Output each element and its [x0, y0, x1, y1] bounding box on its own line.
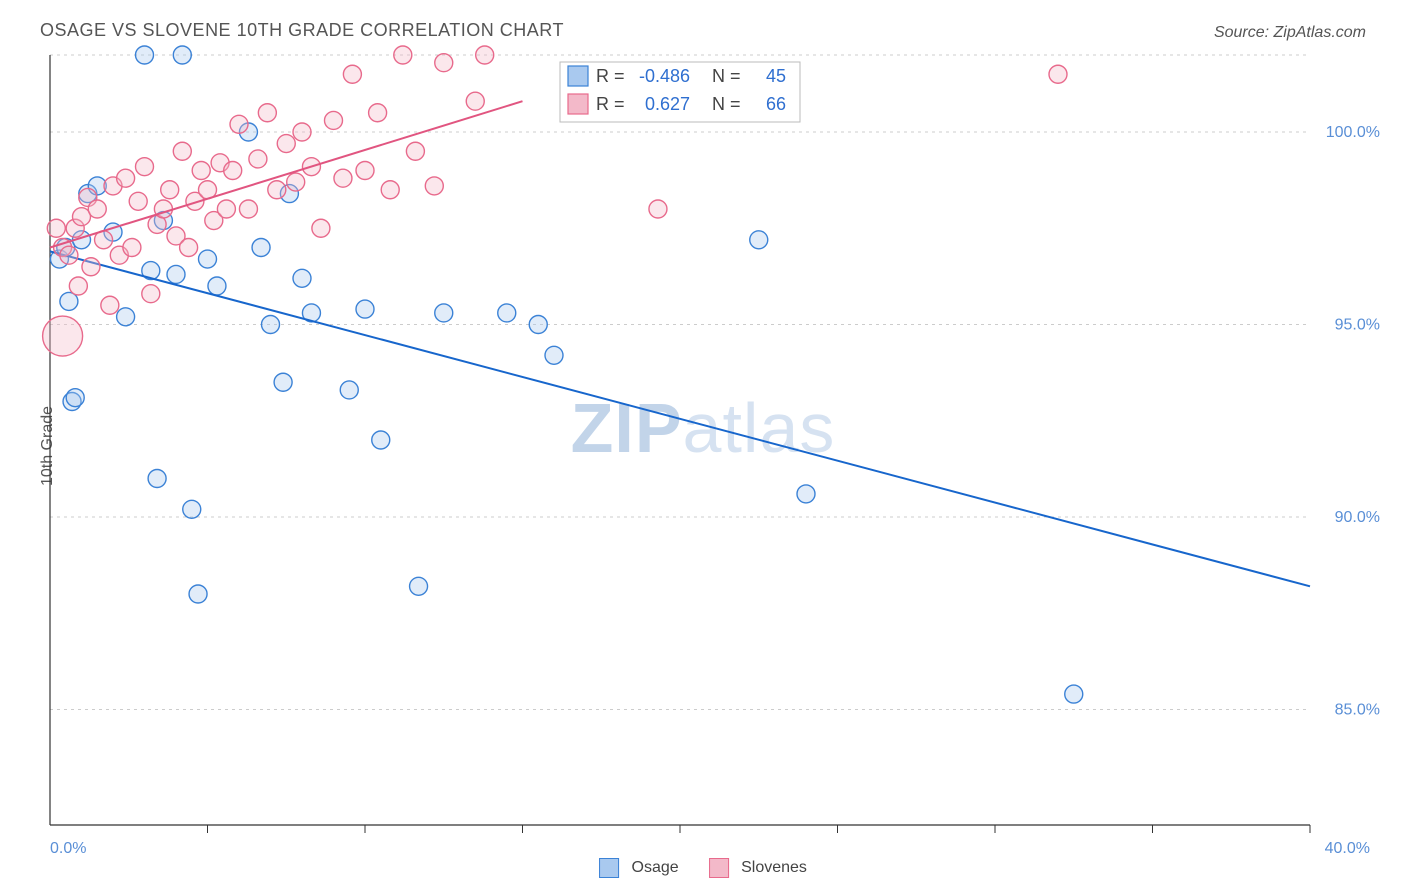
svg-text:R =: R =	[596, 94, 625, 114]
svg-text:100.0%: 100.0%	[1326, 124, 1380, 141]
svg-text:40.0%: 40.0%	[1325, 840, 1370, 857]
legend-item-slovenes: Slovenes	[709, 858, 807, 878]
legend-swatch-osage	[599, 858, 619, 878]
legend-item-osage: Osage	[599, 858, 679, 878]
svg-text:95.0%: 95.0%	[1335, 317, 1380, 334]
legend-label-osage: Osage	[632, 859, 679, 876]
svg-text:66: 66	[766, 94, 786, 114]
legend-swatch-slovenes	[709, 858, 729, 878]
svg-text:R =: R =	[596, 66, 625, 86]
svg-text:0.0%: 0.0%	[50, 840, 86, 857]
svg-text:45: 45	[766, 66, 786, 86]
scatter-plot: 85.0% 90.0% 95.0% 100.0% 0.0% 40.0% R = -0.486 N…	[0, 0, 1406, 892]
svg-text:90.0%: 90.0%	[1335, 509, 1380, 526]
svg-text:N =: N =	[712, 66, 741, 86]
svg-text:0.627: 0.627	[645, 94, 690, 114]
svg-text:85.0%: 85.0%	[1335, 702, 1380, 719]
bottom-legend: Osage Slovenes	[599, 858, 807, 878]
svg-text:-0.486: -0.486	[639, 66, 690, 86]
svg-text:N =: N =	[712, 94, 741, 114]
legend-label-slovenes: Slovenes	[741, 859, 807, 876]
